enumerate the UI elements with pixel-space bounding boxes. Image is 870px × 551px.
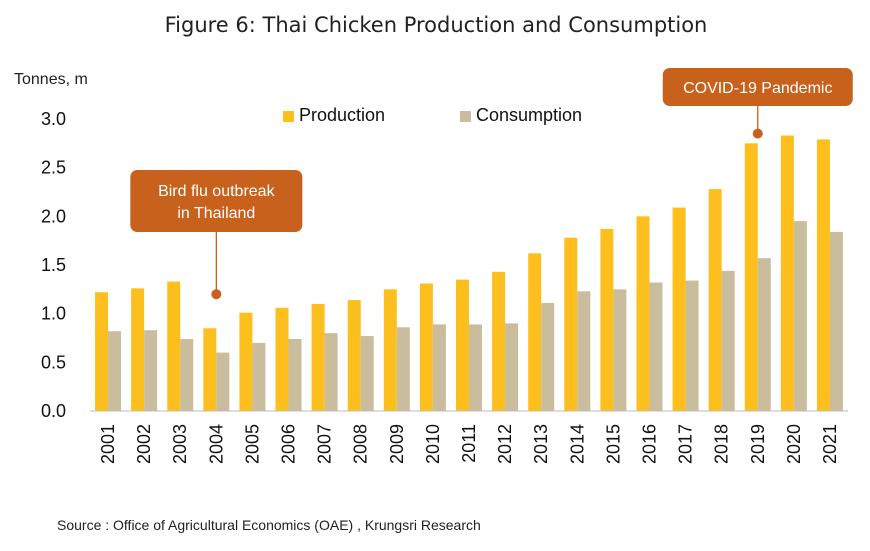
x-tick-label: 2001 (98, 424, 118, 464)
bar-production-2005 (239, 312, 253, 411)
annotation-callout: COVID-19 Pandemic (662, 68, 853, 139)
x-tick-label: 2007 (315, 424, 335, 464)
x-tick-label: 2012 (495, 424, 515, 464)
bar-production-2016 (636, 216, 650, 411)
bar-consumption-2020 (793, 221, 807, 411)
annotation-text: COVID-19 Pandemic (683, 80, 832, 97)
x-tick-label: 2008 (351, 424, 371, 464)
bar-production-2018 (708, 189, 722, 411)
x-tick-label: 2021 (820, 424, 840, 464)
annotation-callout: Bird flu outbreak in Thailand (130, 170, 303, 300)
x-tick-label: 2009 (387, 424, 407, 464)
x-tick-label: 2018 (712, 424, 732, 464)
bar-consumption-2001 (108, 331, 122, 411)
bar-consumption-2009 (396, 327, 410, 411)
y-axis: 0.0 0.5 1.0 1.5 2.0 2.5 3.0 (41, 109, 66, 421)
x-tick-label: 2016 (639, 424, 659, 464)
x-tick-label: 2010 (423, 424, 443, 464)
annotation-box (130, 170, 303, 232)
annotation-marker (211, 289, 222, 300)
bar-production-2008 (347, 300, 361, 411)
annotation-marker (752, 128, 763, 139)
y-tick-label: 0.5 (41, 352, 66, 372)
y-tick-label: 2.5 (41, 158, 66, 178)
bar-consumption-2016 (649, 282, 663, 411)
bar-consumption-2003 (180, 338, 194, 411)
bar-consumption-2014 (577, 291, 591, 411)
bar-production-2001 (95, 292, 109, 411)
y-tick-label: 2.0 (41, 206, 66, 226)
bar-consumption-2021 (829, 231, 843, 411)
bar-consumption-2015 (613, 289, 627, 411)
bar-consumption-2017 (685, 280, 699, 411)
x-tick-label: 2011 (459, 424, 479, 463)
x-tick-label: 2015 (603, 424, 623, 464)
y-tick-label: 1.0 (41, 304, 66, 324)
y-tick-label: 3.0 (41, 109, 66, 129)
x-tick-label: 2017 (676, 424, 696, 464)
bar-consumption-2002 (144, 330, 158, 411)
bars (95, 135, 843, 412)
bar-production-2009 (383, 289, 397, 411)
bar-production-2012 (492, 271, 506, 411)
chart-title: Figure 6: Thai Chicken Production and Co… (165, 13, 708, 37)
bar-production-2003 (167, 281, 181, 411)
x-tick-label: 2006 (279, 424, 299, 464)
bar-production-2015 (600, 228, 614, 411)
annotation-box (662, 68, 853, 106)
annotations: Bird flu outbreak in Thailand COVID-19 Pan… (130, 68, 853, 300)
bar-consumption-2019 (757, 258, 771, 411)
bar-production-2004 (203, 328, 217, 411)
bar-consumption-2012 (505, 323, 519, 411)
bar-production-2020 (780, 135, 794, 411)
legend-swatch-consumption (460, 111, 471, 122)
bar-consumption-2004 (216, 352, 230, 411)
x-tick-label: 2013 (531, 424, 551, 464)
bar-consumption-2005 (252, 342, 266, 411)
x-tick-label: 2003 (170, 424, 190, 464)
legend: Production Consumption (283, 105, 582, 125)
x-tick-label: 2004 (206, 424, 226, 464)
bar-production-2010 (419, 283, 433, 411)
bar-production-2019 (744, 143, 758, 412)
legend-swatch-production (283, 111, 294, 122)
bar-consumption-2007 (324, 333, 338, 411)
legend-label-production: Production (299, 105, 385, 125)
y-axis-unit-label: Tonnes, m (14, 71, 88, 88)
legend-label-consumption: Consumption (476, 105, 582, 125)
bar-consumption-2018 (721, 270, 735, 411)
source-note: Source : Office of Agricultural Economic… (57, 517, 481, 533)
bar-consumption-2008 (360, 336, 374, 411)
bar-consumption-2010 (432, 324, 446, 411)
y-tick-label: 1.5 (41, 255, 66, 275)
annotation-text: in Thailand (177, 205, 255, 222)
bar-production-2021 (816, 139, 830, 411)
bar-production-2002 (131, 288, 145, 411)
y-tick-label: 0.0 (41, 401, 66, 421)
bar-production-2011 (456, 279, 469, 411)
x-tick-label: 2014 (567, 424, 587, 464)
bar-production-2014 (564, 237, 578, 411)
x-tick-label: 2020 (784, 424, 804, 464)
x-tick-label: 2005 (242, 424, 262, 464)
bar-production-2007 (311, 303, 325, 411)
bar-consumption-2006 (288, 338, 302, 411)
bar-consumption-2011 (469, 324, 482, 411)
x-tick-label: 2002 (134, 424, 154, 464)
x-tick-label: 2019 (748, 424, 768, 464)
annotation-text: Bird flu outbreak (158, 183, 276, 200)
bar-consumption-2013 (541, 302, 555, 411)
bar-production-2006 (275, 307, 289, 411)
x-axis: 2001 2002 2003 2004 2005 2006 2007 2008 2009 2010… (98, 424, 840, 464)
bar-production-2017 (672, 207, 686, 411)
bar-production-2013 (528, 253, 542, 411)
